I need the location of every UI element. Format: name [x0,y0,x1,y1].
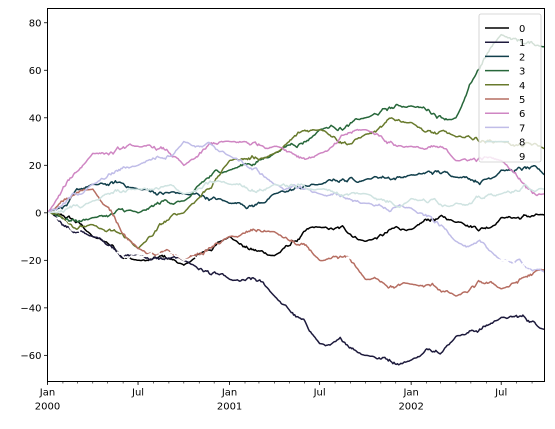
y-tick-label: 20 [29,161,42,172]
x-tick-label: Jan [39,388,55,399]
legend-label-1: 1 [519,38,525,49]
x-tick-label: Jul [131,388,144,399]
legend-box [478,13,542,163]
x-tick-label: Jan [221,388,237,399]
series-line-8 [47,179,545,214]
legend-label-9: 9 [519,152,525,163]
x-tick-sublabel: 2000 [35,402,60,413]
y-tick-label: −20 [20,256,41,267]
legend-label-0: 0 [519,24,525,35]
x-tick-label: Jan [402,388,418,399]
legend-label-4: 4 [519,81,525,92]
legend-label-6: 6 [519,109,525,120]
y-tick-label: −40 [20,303,41,314]
y-axis: −60 −40 −20 0 20 40 60 80 [20,18,48,362]
y-tick-label: −60 [20,351,41,362]
y-tick-label: 0 [35,208,41,219]
y-tick-label: 60 [29,66,42,77]
plot-frame [47,8,545,382]
y-tick-label: 80 [29,18,42,29]
series-line-0 [47,212,545,266]
series-line-5 [47,188,545,297]
series-line-1 [47,212,545,366]
series-line-7 [47,140,545,273]
y-tick-label: 40 [29,113,42,124]
legend-label-3: 3 [519,67,525,78]
legend-label-2: 2 [519,52,525,63]
series-layer [46,33,545,366]
legend-label-8: 8 [519,138,525,149]
legend-label-7: 7 [519,123,525,134]
series-line-9 [47,212,545,273]
legend: 0 1 2 3 4 5 6 7 8 9 [478,13,542,163]
x-tick-label: Jul [313,388,326,399]
series-line-6 [46,128,545,214]
x-tick-sublabel: 2002 [398,402,423,413]
legend-label-5: 5 [519,95,525,106]
x-tick-label: Jul [494,388,507,399]
x-axis: Jan 2000 Jul Jan 2001 Jul Jan 2002 Jul [35,381,533,413]
x-tick-sublabel: 2001 [217,402,242,413]
series-line-2 [47,164,545,214]
series-line-3 [47,33,545,223]
